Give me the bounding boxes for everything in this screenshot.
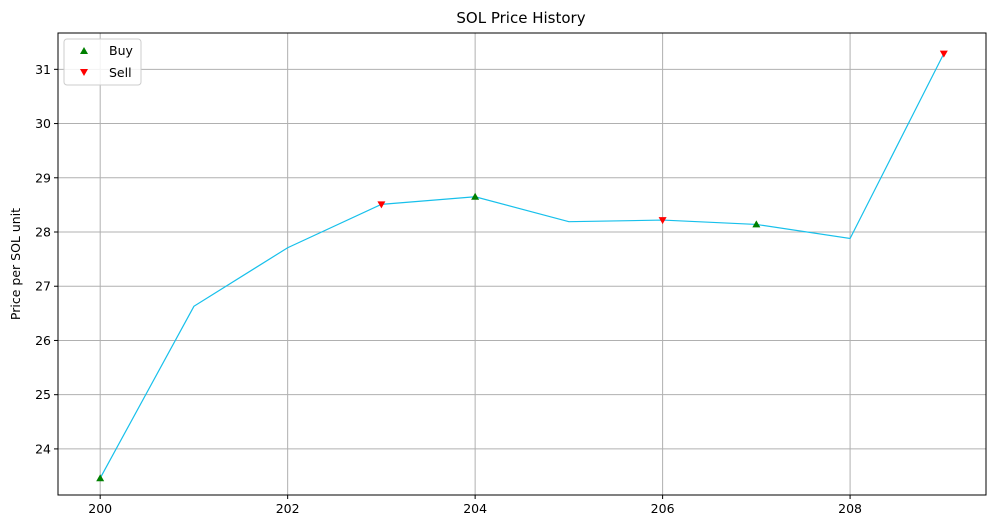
x-tick-label: 200 bbox=[88, 501, 112, 516]
buy-marker bbox=[752, 220, 761, 228]
sell-marker bbox=[377, 201, 386, 209]
x-tick-label: 206 bbox=[651, 501, 675, 516]
y-tick-label: 26 bbox=[35, 333, 51, 348]
y-axis-label: Price per SOL unit bbox=[8, 208, 23, 320]
plot-frame bbox=[57, 32, 987, 496]
legend-buy-marker bbox=[80, 47, 88, 54]
marker-layer bbox=[96, 50, 948, 482]
legend-sell-marker bbox=[80, 69, 88, 76]
series-line-layer bbox=[99, 53, 945, 479]
buy-marker bbox=[96, 474, 105, 482]
x-tick-label: 204 bbox=[463, 501, 487, 516]
sell-marker bbox=[658, 217, 667, 225]
price-line bbox=[99, 53, 945, 479]
legend: Buy Sell bbox=[63, 38, 142, 86]
y-tick-label: 25 bbox=[35, 387, 51, 402]
sell-marker bbox=[939, 50, 948, 58]
ticks: 200 202 204 206 208 24 25 26 27 28 29 30 31 bbox=[35, 62, 862, 516]
y-tick-label: 31 bbox=[35, 62, 51, 77]
grid bbox=[58, 33, 986, 495]
legend-sell-label: Sell bbox=[109, 65, 132, 80]
y-tick-label: 24 bbox=[35, 441, 51, 456]
x-tick-label: 202 bbox=[276, 501, 300, 516]
y-tick-label: 28 bbox=[35, 225, 51, 240]
y-tick-label: 30 bbox=[35, 116, 51, 131]
y-tick-label: 27 bbox=[35, 279, 51, 294]
y-tick-label: 29 bbox=[35, 170, 51, 185]
chart-title: SOL Price History bbox=[456, 9, 585, 27]
legend-buy-label: Buy bbox=[109, 43, 133, 58]
buy-marker bbox=[471, 192, 480, 200]
x-tick-label: 208 bbox=[838, 501, 862, 516]
